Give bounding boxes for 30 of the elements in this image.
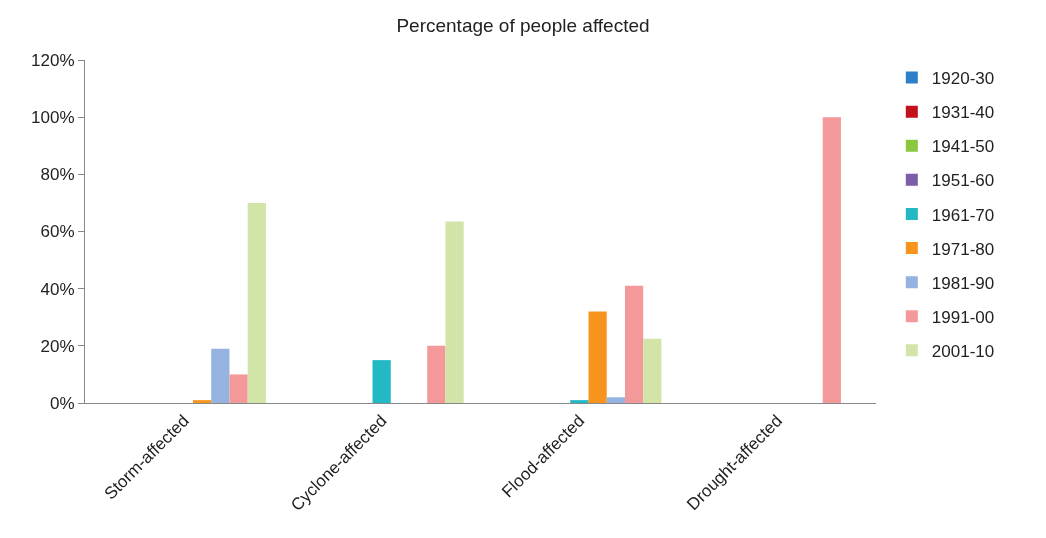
bar [427, 345, 446, 403]
y-tick-label: 0% [50, 393, 75, 413]
y-tick-label: 60% [40, 222, 75, 242]
legend-label: 1941-50 [931, 137, 995, 157]
y-tick-label: 120% [31, 50, 75, 70]
bar [570, 400, 589, 403]
legend-label: 1971-80 [931, 239, 995, 259]
y-tick-label: 100% [31, 108, 75, 128]
legend-label: 1961-70 [931, 205, 995, 225]
legend-label: 1931-40 [931, 103, 995, 123]
bar [211, 348, 230, 403]
bar [624, 285, 644, 403]
legend-label: 2001-10 [931, 341, 995, 361]
bar [445, 221, 464, 403]
bar [643, 338, 662, 403]
y-tick-label: 80% [40, 165, 75, 185]
chart-title: Percentage of people affected [396, 15, 650, 37]
legend-label: 1920-30 [931, 69, 995, 89]
bar [192, 400, 212, 403]
legend-label: 1951-60 [931, 171, 995, 191]
bar [606, 397, 625, 403]
bar [588, 311, 607, 403]
y-tick-label: 20% [40, 336, 75, 356]
y-tick-label: 40% [40, 279, 75, 299]
bar [372, 360, 391, 403]
bar [822, 117, 841, 403]
legend-label: 1991-00 [931, 307, 995, 327]
bar [247, 202, 266, 403]
bar [229, 374, 248, 403]
legend-label: 1981-90 [931, 273, 995, 293]
